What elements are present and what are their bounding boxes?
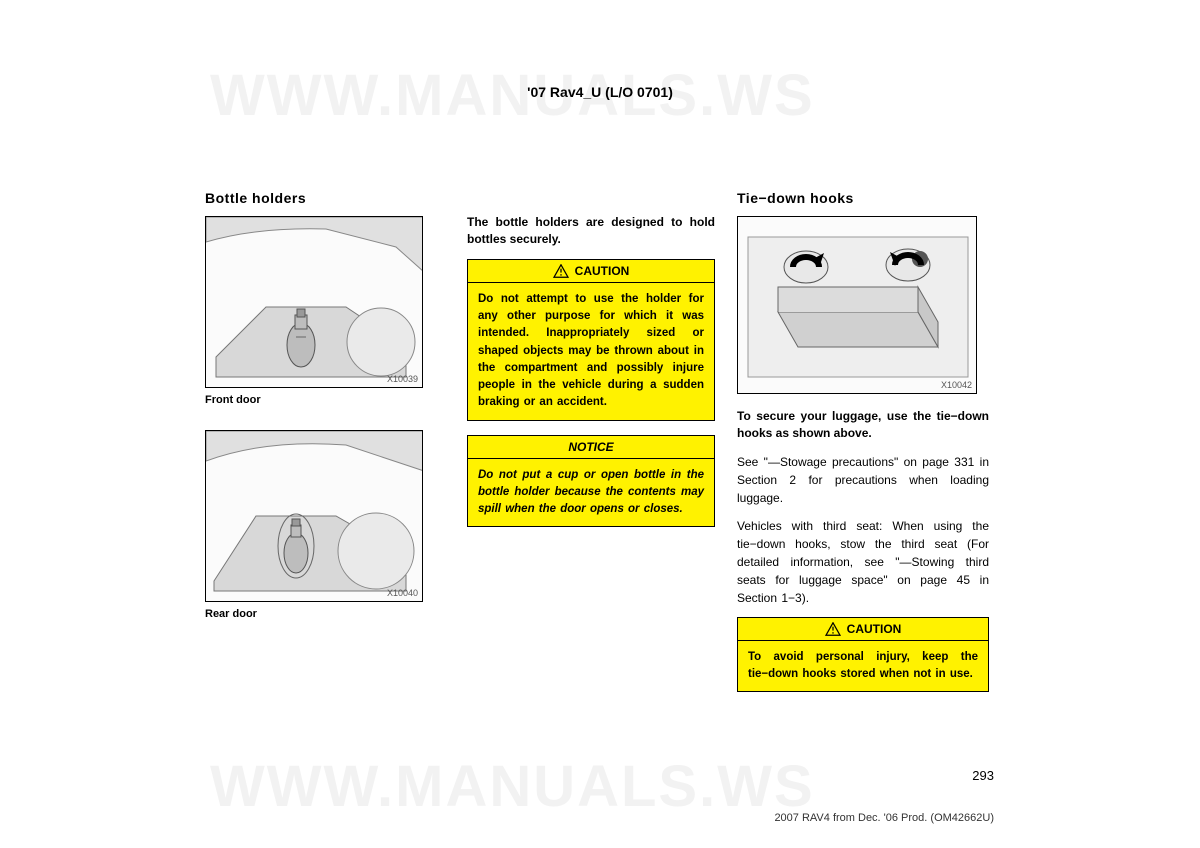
page-header: '07 Rav4_U (L/O 0701) (0, 84, 1200, 100)
intro-tiedown: To secure your luggage, use the tie−down… (737, 408, 989, 443)
warning-icon (825, 622, 841, 636)
illus-id-2: X10040 (387, 588, 418, 598)
caution-label-1: CAUTION (575, 264, 630, 278)
column-tiedown: Tie−down hooks X10042 To secure your lug… (737, 190, 989, 706)
column-bottle-holders: Bottle holders X10039 Front door (205, 190, 445, 706)
caution-box-1: CAUTION Do not attempt to use the holder… (467, 259, 715, 421)
title-tiedown: Tie−down hooks (737, 190, 989, 206)
caution-header-1: CAUTION (468, 260, 714, 283)
notice-box: NOTICE Do not put a cup or open bottle i… (467, 435, 715, 528)
page-content: Bottle holders X10039 Front door (205, 190, 995, 706)
illus-id-1: X10039 (387, 374, 418, 384)
notice-body: Do not put a cup or open bottle in the b… (468, 459, 714, 527)
illustration-rear-door: X10040 (205, 430, 423, 602)
footer-text: 2007 RAV4 from Dec. '06 Prod. (OM42662U) (774, 812, 994, 824)
intro-bottle-holders: The bottle holders are designed to hold … (467, 214, 715, 249)
page-number: 293 (972, 768, 994, 783)
notice-header: NOTICE (468, 436, 714, 459)
caption-rear-door: Rear door (205, 608, 445, 620)
illustration-front-door: X10039 (205, 216, 423, 388)
illustration-tiedown: X10042 (737, 216, 977, 394)
body-tiedown-1: See "—Stowage precautions" on page 331 i… (737, 453, 989, 507)
watermark-bottom: WWW.MANUALS.WS (210, 753, 815, 820)
title-bottle-holders: Bottle holders (205, 190, 445, 206)
caution-header-2: CAUTION (738, 618, 988, 641)
column-middle: The bottle holders are designed to hold … (467, 190, 715, 706)
caution-body-1: Do not attempt to use the holder for any… (468, 283, 714, 420)
illus-id-3: X10042 (941, 380, 972, 390)
caution-body-2: To avoid personal injury, keep the tie−d… (738, 641, 988, 692)
caution-label-2: CAUTION (847, 622, 902, 636)
notice-label: NOTICE (568, 440, 613, 454)
caption-front-door: Front door (205, 394, 445, 406)
caution-box-2: CAUTION To avoid personal injury, keep t… (737, 617, 989, 693)
warning-icon (553, 264, 569, 278)
body-tiedown-2: Vehicles with third seat: When using the… (737, 517, 989, 607)
